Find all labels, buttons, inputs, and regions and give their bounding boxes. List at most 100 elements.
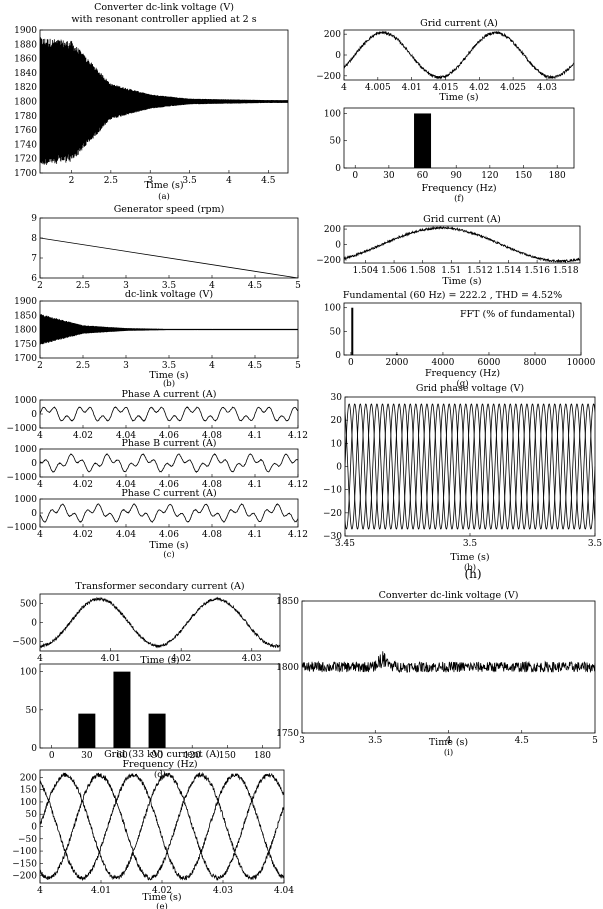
series-line xyxy=(40,453,298,474)
x-axis-label: Time (s) xyxy=(429,737,468,748)
x-tick-label: 30 xyxy=(81,751,93,761)
series-line xyxy=(40,503,298,523)
x-tick-label: 4.01 xyxy=(402,83,422,93)
x-tick-label: 2 xyxy=(37,361,43,371)
x-tick-label: 4.08 xyxy=(202,431,222,441)
y-tick-label: 0 xyxy=(335,241,341,251)
x-tick-label: 150 xyxy=(219,751,236,761)
x-tick-label: 3.5 xyxy=(162,281,177,291)
panel-cC: Phase C current (A) 4 4.02 4.04 4.06 4.08 4.1 4… xyxy=(7,488,308,560)
y-tick-label: 1760 xyxy=(14,126,37,136)
y-tick-label: 1720 xyxy=(14,155,37,165)
x-tick-label: 90 xyxy=(151,751,163,761)
series-C xyxy=(40,771,284,881)
x-tick-label: 4.08 xyxy=(202,530,222,540)
x-tick-label: 4.12 xyxy=(288,530,308,540)
y-tick-label: 1000 xyxy=(14,445,37,455)
y-tick-label: 1800 xyxy=(14,98,37,108)
series-line xyxy=(40,406,298,422)
y-tick-label: 30 xyxy=(331,393,343,403)
x-tick-label: 3.5 xyxy=(182,176,197,186)
x-tick-label: 180 xyxy=(254,751,271,761)
x-tick-label: 150 xyxy=(515,171,532,181)
y-tick-label: 1740 xyxy=(14,140,37,150)
y-tick-label: 1860 xyxy=(14,55,37,65)
x-tick-label: 4 xyxy=(209,361,215,371)
y-tick-label: −50 xyxy=(18,835,37,845)
panel-cA: Phase A current (A) 4 4.02 4.04 4.06 4.08 4.1 4… xyxy=(7,389,308,441)
x-tick-label: 4.02 xyxy=(73,530,93,540)
plot-area xyxy=(40,453,298,474)
x-tick-label: 2.5 xyxy=(76,361,91,371)
y-tick-label: 1820 xyxy=(14,83,37,93)
panel-caption: (b) xyxy=(163,378,175,389)
y-tick-label: −1000 xyxy=(7,424,38,434)
y-tick-label: 10 xyxy=(331,439,343,449)
x-tick-label: 2000 xyxy=(385,358,408,368)
y-tick-label: 1700 xyxy=(14,354,37,364)
x-tick-label: 90 xyxy=(450,171,462,181)
axes-frame xyxy=(343,225,581,264)
y-tick-label: 0 xyxy=(31,509,37,519)
x-tick-label: 4 xyxy=(37,530,43,540)
x-tick-label: 8000 xyxy=(524,358,547,368)
x-tick-label: 4 xyxy=(37,480,43,490)
x-tick-label: 1.516 xyxy=(524,266,550,276)
y-tick-label: 150 xyxy=(20,786,37,796)
x-tick-label: 4.1 xyxy=(248,431,262,441)
x-tick-label: 4 xyxy=(37,654,43,664)
y-tick-label: 0 xyxy=(335,51,341,61)
x-tick-label: 4000 xyxy=(431,358,454,368)
y-tick-label: 1900 xyxy=(14,26,37,36)
x-axis-label: Time (s) xyxy=(144,180,183,191)
axes-frame xyxy=(39,593,281,652)
x-tick-label: 4.06 xyxy=(159,480,179,490)
x-tick-label: 1.506 xyxy=(381,266,407,276)
x-axis-label: Time (s) xyxy=(140,655,179,666)
chart-title: Generator speed (rpm) xyxy=(114,204,225,215)
plot-area xyxy=(344,226,580,263)
y-tick-label: 500 xyxy=(20,600,37,610)
x-tick-label: 30 xyxy=(383,171,395,181)
bar-60 xyxy=(414,113,432,168)
x-tick-label: 3.5 xyxy=(463,539,478,549)
y-tick-label: 0 xyxy=(31,410,37,420)
x-tick-label: 4 xyxy=(446,736,452,746)
x-axis-label: Time (s) xyxy=(149,370,188,381)
y-tick-label: 0 xyxy=(31,744,37,754)
series-B xyxy=(40,773,284,882)
axes-frame xyxy=(343,302,582,356)
plot-area xyxy=(40,406,298,422)
x-tick-label: 3.5 xyxy=(368,736,383,746)
panel-d2: 0 30 60 90 120 150 180 0 50 100 Frequency (Hz)(d) xyxy=(20,663,281,780)
panel-caption: (g) xyxy=(456,378,468,389)
x-tick-label: 1.518 xyxy=(553,266,579,276)
x-tick-label: 120 xyxy=(184,751,201,761)
chart-title: Grid (33 kV) current (A) xyxy=(104,749,220,760)
x-tick-label: 4.02 xyxy=(152,886,172,896)
y-tick-label: 0 xyxy=(31,459,37,469)
y-tick-label: 1750 xyxy=(276,729,299,739)
x-tick-label: 4.02 xyxy=(73,431,93,441)
y-tick-label: 1840 xyxy=(14,69,37,79)
y-tick-label: 0 xyxy=(335,164,341,174)
y-tick-label: 50 xyxy=(330,137,342,147)
chart-title: Transformer secondary current (A) xyxy=(75,581,244,592)
x-tick-label: 4.5 xyxy=(515,736,530,746)
x-tick-label: 4.06 xyxy=(159,530,179,540)
y-tick-label: 1900 xyxy=(14,297,37,307)
x-axis-label: Frequency (Hz) xyxy=(122,759,197,770)
y-tick-label: 9 xyxy=(31,214,37,224)
x-tick-label: 4.12 xyxy=(288,431,308,441)
x-axis-label: Time (s) xyxy=(149,540,188,551)
x-tick-label: 10000 xyxy=(567,358,596,368)
y-tick-label: 50 xyxy=(26,706,38,716)
x-tick-label: 4 xyxy=(226,176,232,186)
panel-i: Converter dc-link voltage (V) 3 3.5 4 4.5 5 17… xyxy=(276,590,598,758)
panel-label-h: (h) xyxy=(464,567,481,581)
bar-90 xyxy=(148,713,166,748)
series-B xyxy=(345,403,595,530)
plot-area xyxy=(40,596,280,649)
y-tick-label: −1000 xyxy=(7,473,38,483)
y-tick-label: 0 xyxy=(31,619,37,629)
